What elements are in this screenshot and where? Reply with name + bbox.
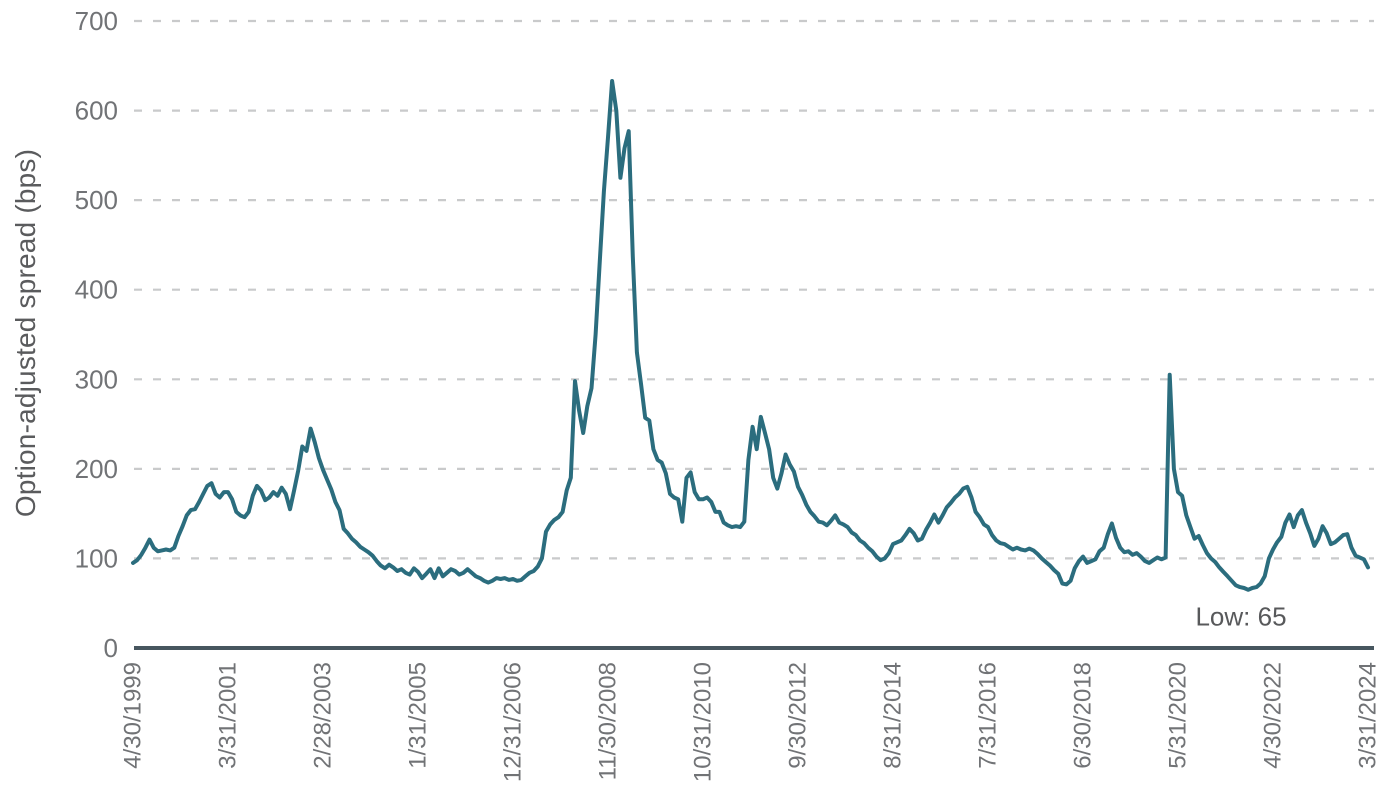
series-line (131, 79, 1370, 592)
y-tick-label: 500 (75, 185, 118, 215)
y-tick-label: 300 (75, 364, 118, 394)
x-tick-label: 6/30/2018 (1070, 662, 1097, 769)
x-tick-label: 2/28/2003 (310, 662, 337, 769)
y-tick-label: 600 (75, 96, 118, 126)
y-axis-title: Option-adjusted spread (bps) (10, 148, 41, 518)
x-tick-label: 1/31/2005 (405, 662, 432, 769)
x-tick-label: 10/31/2010 (690, 662, 717, 782)
y-tick-label: 0 (104, 633, 118, 663)
x-tick-label: 11/30/2008 (595, 662, 622, 780)
x-tick-label: 8/31/2014 (880, 662, 907, 769)
low-annotation: Low: 65 (1195, 601, 1287, 632)
x-tick-label: 3/31/2001 (215, 662, 242, 769)
x-tick-label: 5/31/2020 (1165, 662, 1192, 769)
y-tick-label: 100 (75, 543, 118, 573)
x-tick-label: 9/30/2012 (785, 662, 812, 769)
x-tick-label: 7/31/2016 (975, 662, 1002, 769)
y-tick-label: 700 (75, 6, 118, 36)
x-tick-label: 4/30/1999 (120, 662, 147, 769)
x-tick-label: 12/31/2006 (500, 662, 527, 782)
x-tick-label: 3/31/2024 (1355, 662, 1382, 769)
x-tick-label: 4/30/2022 (1260, 662, 1287, 769)
y-tick-label: 200 (75, 454, 118, 484)
y-tick-label: 400 (75, 275, 118, 305)
